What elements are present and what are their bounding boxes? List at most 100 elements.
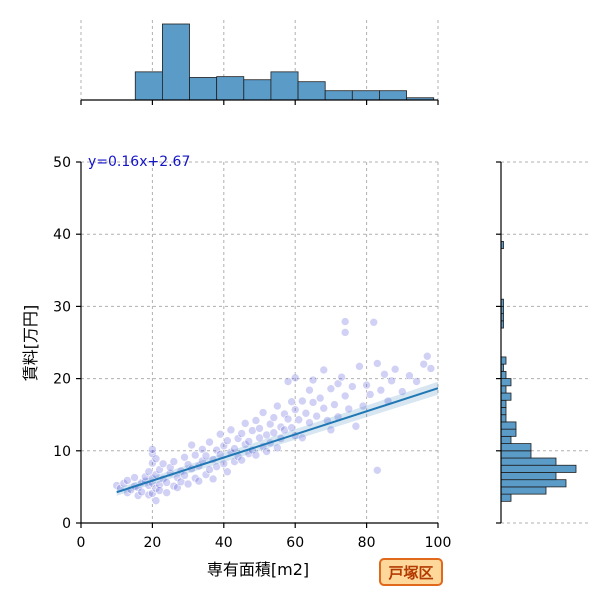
right-hist-bar: [500, 392, 512, 401]
right-hist-bar: [500, 414, 507, 423]
scatter-point: [201, 451, 211, 461]
scatter-point: [337, 372, 346, 382]
main-axes: 0 20 40 60 80 100 0 10 20 30 40 50: [53, 155, 451, 551]
scatter-point: [319, 403, 329, 413]
scatter-point: [333, 379, 343, 388]
scatter-point: [373, 359, 382, 368]
y-tick-label: 40: [53, 227, 71, 243]
ward-badge-label: 戸塚区: [388, 564, 433, 582]
scatter-point: [340, 328, 350, 337]
scatter-point: [240, 419, 250, 428]
scatter-point: [301, 408, 311, 418]
scatter-point: [269, 428, 279, 438]
scatter-point: [169, 457, 179, 466]
x-tick-label: 100: [425, 535, 452, 551]
right-hist-bar: [500, 486, 547, 495]
right-hist-bar: [500, 399, 507, 408]
x-tick-label: 80: [358, 535, 376, 551]
scatter-point: [305, 418, 314, 427]
top-hist-bar: [270, 71, 299, 101]
right-hist-bar: [500, 457, 557, 466]
scatter-point: [326, 384, 336, 394]
scatter-point: [201, 470, 211, 479]
scatter-point: [369, 317, 379, 327]
top-hist-bar: [189, 77, 218, 101]
scatter-point: [190, 450, 200, 460]
scatter-point: [290, 405, 300, 414]
right-hist-bar: [500, 435, 512, 444]
scatter-point: [315, 393, 325, 403]
scatter-point: [390, 364, 400, 374]
regression-line-group: [116, 381, 439, 496]
scatter-point: [248, 426, 257, 435]
scatter-point: [276, 422, 286, 432]
right-hist-bar: [500, 378, 512, 387]
scatter-point: [358, 401, 368, 411]
x-tick-label: 40: [215, 535, 233, 551]
scatter-point: [198, 445, 207, 454]
scatter-point: [251, 450, 261, 460]
scatter-point: [148, 458, 157, 468]
scatter-point: [223, 436, 232, 445]
scatter-point: [194, 476, 204, 486]
scatter-point: [212, 445, 221, 455]
top-hist-bar: [379, 90, 407, 101]
scatter-point: [308, 398, 318, 407]
scatter-point: [397, 387, 407, 396]
scatter-point: [387, 376, 396, 386]
scatter-point: [162, 488, 171, 497]
scatter-point: [237, 429, 246, 438]
x-axis-title: 専有面積[m2]: [207, 560, 309, 579]
scatter-point: [319, 365, 329, 375]
right-hist-bar: [500, 443, 532, 452]
top-hist-bar: [216, 76, 245, 101]
scatter-point: [205, 437, 214, 447]
regression-equation: y=0.16x+2.67: [88, 154, 190, 170]
right-hist-bar: [500, 370, 507, 380]
right-hist-bar: [500, 428, 517, 437]
scatter-point: [130, 473, 139, 482]
scatter-point: [230, 457, 239, 466]
right-hist-bar: [500, 450, 532, 459]
top-hist-bar: [297, 81, 326, 101]
regression-line: [116, 387, 439, 494]
scatter-point: [294, 415, 304, 425]
scatter-point: [305, 385, 314, 395]
scatter-point: [348, 382, 357, 391]
y-tick-label: 50: [53, 155, 71, 171]
top-hist-bar: [161, 23, 190, 101]
scatter-point: [158, 459, 168, 469]
scatter-points: [112, 317, 436, 505]
x-tick-label: 60: [286, 535, 304, 551]
top-marginal-histogram: [80, 20, 439, 105]
scatter-point: [419, 359, 429, 369]
scatter-point: [373, 465, 382, 475]
scatter-point: [273, 443, 282, 453]
right-hist-bar: [500, 464, 577, 473]
scatter-point: [255, 424, 264, 433]
scatter-point: [187, 440, 196, 450]
scatter-point: [190, 473, 200, 483]
scatter-point: [355, 362, 364, 371]
right-hist-bar: [500, 472, 557, 481]
scatter-point: [312, 411, 321, 421]
scatter-point: [151, 496, 161, 505]
scatter-point: [180, 471, 189, 480]
scatter-point: [351, 421, 361, 431]
right-hist-bar: [500, 421, 517, 430]
scatter-point: [215, 429, 225, 439]
scatter-point: [298, 433, 307, 443]
scatter-point: [251, 416, 261, 425]
scatter-point: [287, 423, 296, 432]
x-tick-label: 0: [77, 535, 86, 551]
scatter-point: [269, 413, 279, 422]
scatter-point: [240, 440, 250, 449]
scatter-point: [405, 371, 414, 381]
scatter-point: [183, 479, 193, 489]
scatter-point: [244, 437, 254, 446]
scatter-point: [340, 391, 350, 401]
right-hist-bar: [500, 356, 507, 365]
scatter-point: [140, 472, 150, 482]
scatter-point: [119, 478, 129, 488]
